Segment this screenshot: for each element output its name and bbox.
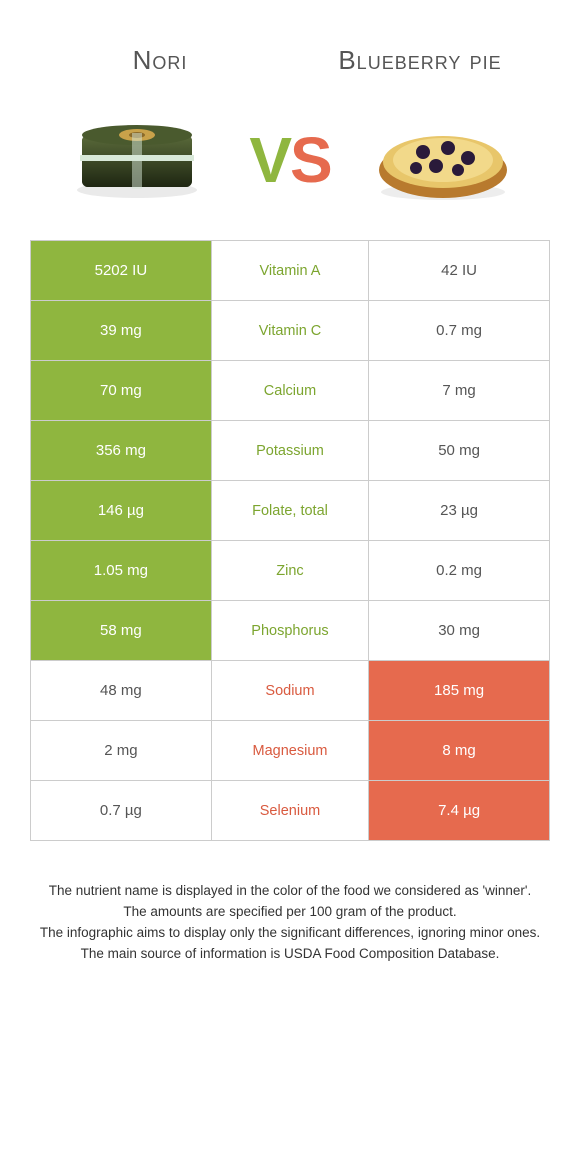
table-row: 0.7 µgSelenium7.4 µg [31,780,549,840]
nutrient-name: Zinc [211,541,369,600]
value-right: 0.7 mg [369,301,549,360]
table-row: 39 mgVitamin C0.7 mg [31,300,549,360]
nutrient-name: Calcium [211,361,369,420]
table-row: 58 mgPhosphorus30 mg [31,600,549,660]
nutrient-name: Sodium [211,661,369,720]
value-left: 146 µg [31,481,211,540]
vs-s: S [290,124,331,196]
table-row: 70 mgCalcium7 mg [31,360,549,420]
value-right: 23 µg [369,481,549,540]
food-image-left [30,115,243,205]
value-left: 58 mg [31,601,211,660]
nutrient-name: Vitamin C [211,301,369,360]
vs-v: V [249,124,290,196]
value-left: 1.05 mg [31,541,211,600]
value-right: 50 mg [369,421,549,480]
footnote-line: The amounts are specified per 100 gram o… [30,902,550,923]
food-title-right: Blueberry pie [290,20,550,100]
nutrient-name: Folate, total [211,481,369,540]
nutrient-name: Vitamin A [211,241,369,300]
value-left: 70 mg [31,361,211,420]
value-left: 5202 IU [31,241,211,300]
table-row: 2 mgMagnesium8 mg [31,720,549,780]
value-right: 7 mg [369,361,549,420]
value-left: 48 mg [31,661,211,720]
table-row: 1.05 mgZinc0.2 mg [31,540,549,600]
value-left: 356 mg [31,421,211,480]
footnote-line: The nutrient name is displayed in the co… [30,881,550,902]
value-left: 0.7 µg [31,781,211,840]
nutrient-name: Magnesium [211,721,369,780]
vs-label: VS [249,123,330,197]
value-right: 42 IU [369,241,549,300]
food-image-right [337,110,550,210]
food-title-left: Nori [30,20,290,100]
value-left: 2 mg [31,721,211,780]
value-left: 39 mg [31,301,211,360]
nutrient-name: Potassium [211,421,369,480]
table-row: 356 mgPotassium50 mg [31,420,549,480]
value-right: 7.4 µg [369,781,549,840]
value-right: 8 mg [369,721,549,780]
value-right: 30 mg [369,601,549,660]
value-right: 185 mg [369,661,549,720]
footnote-line: The infographic aims to display only the… [30,923,550,944]
table-row: 146 µgFolate, total23 µg [31,480,549,540]
nutrient-table: 5202 IUVitamin A42 IU39 mgVitamin C0.7 m… [30,240,550,841]
nutrient-name: Phosphorus [211,601,369,660]
value-right: 0.2 mg [369,541,549,600]
nutrient-name: Selenium [211,781,369,840]
table-row: 5202 IUVitamin A42 IU [31,240,549,300]
footnotes: The nutrient name is displayed in the co… [30,881,550,965]
vs-row: VS [30,110,550,210]
footnote-line: The main source of information is USDA F… [30,944,550,965]
table-row: 48 mgSodium185 mg [31,660,549,720]
